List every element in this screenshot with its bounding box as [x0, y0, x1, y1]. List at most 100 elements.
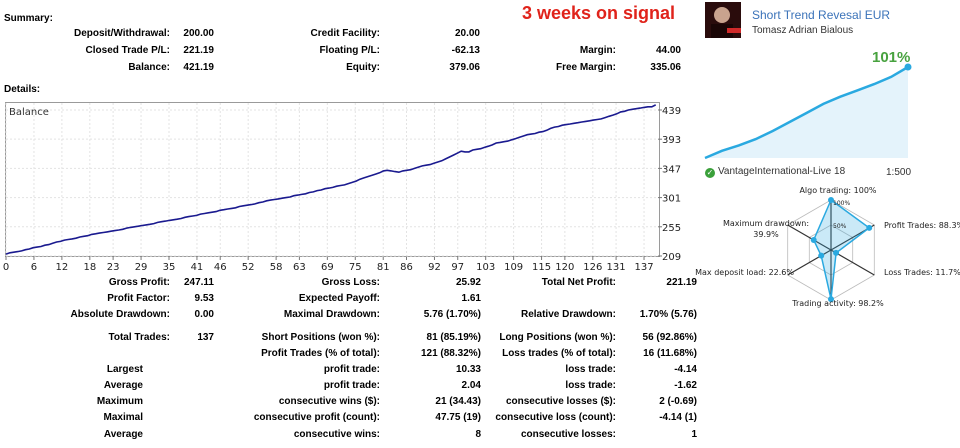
radar-point [828, 197, 834, 203]
x-tick-label: 75 [349, 262, 362, 272]
x-tick-label: 126 [583, 262, 602, 272]
largest-profit-value: 10.33 [455, 364, 481, 375]
broker-row: ✓ VantageInternational-Live 18 [705, 166, 845, 178]
average-consecutive-wins-value: 8 [475, 429, 481, 440]
x-tick-label: 109 [504, 262, 523, 272]
largest-label: Largest [106, 364, 143, 375]
maximal-drawdown-label: Maximal Drawdown: [283, 309, 380, 320]
maximal-consecutive-loss-label: consecutive loss (count): [495, 412, 616, 423]
radar-axis [830, 224, 875, 251]
relative-drawdown-value: 1.70% (5.76) [639, 309, 697, 320]
loss-trades-value: 16 (11.68%) [643, 348, 697, 359]
gross-loss-value: 25.92 [455, 277, 481, 288]
summary-heading: Summary: [4, 13, 53, 24]
max-consecutive-losses-value: 2 (-0.69) [659, 396, 697, 407]
free-margin-value: 335.06 [650, 62, 681, 73]
x-tick-label: 52 [242, 262, 255, 272]
radar-point [818, 252, 825, 259]
largest-loss-value: -4.14 [674, 364, 697, 375]
x-tick-label: 41 [191, 262, 204, 272]
x-tick-label: 131 [607, 262, 626, 272]
maximum-label: Maximum [96, 396, 143, 407]
gross-profit-value: 247.11 [183, 277, 214, 288]
maximal-drawdown-value: 5.76 (1.70%) [423, 309, 481, 320]
radar-point [828, 296, 834, 303]
credit-label: Credit Facility: [310, 28, 380, 39]
radar-point [833, 249, 840, 256]
relative-drawdown-label: Relative Drawdown: [520, 309, 616, 320]
x-tick-label: 0 [3, 262, 9, 272]
radar-axis-label: Max deposit load: 22.6% [695, 268, 794, 277]
total-trades-label: Total Trades: [108, 332, 171, 343]
y-tick-label: 393 [662, 135, 681, 146]
radar-axis-label: Trading activity: 98.2% [791, 299, 884, 308]
absolute-drawdown-value: 0.00 [194, 309, 214, 320]
profit-trades-label: Profit Trades (% of total): [261, 348, 380, 359]
leverage-value: 1:500 [886, 167, 912, 178]
expected-payoff-value: 1.61 [461, 293, 481, 304]
x-tick-label: 86 [400, 262, 413, 272]
maximal-consecutive-profit-label: consecutive profit (count): [253, 412, 380, 423]
x-tick-label: 35 [163, 262, 176, 272]
growth-percent: 101% [872, 49, 911, 66]
profit-factor-label: Profit Factor: [107, 293, 170, 304]
loss-trades-label: Loss trades (% of total): [502, 348, 616, 359]
radar-data-area [812, 198, 871, 300]
average-loss-label: loss trade: [565, 380, 616, 391]
max-consecutive-losses-label: consecutive losses ($): [505, 396, 616, 407]
average-label-2: Average [103, 429, 143, 440]
x-tick-label: 58 [270, 262, 283, 272]
profit-factor-value: 9.53 [194, 293, 214, 304]
x-tick-label: 69 [321, 262, 334, 272]
radar-grid-ring [787, 199, 875, 301]
total-net-profit-value: 221.19 [666, 277, 697, 288]
radar-axis [787, 224, 832, 251]
margin-label: Margin: [579, 45, 616, 56]
max-consecutive-wins-label: consecutive wins ($): [278, 396, 380, 407]
x-tick-label: 29 [135, 262, 148, 272]
long-positions-value: 56 (92.86%) [642, 332, 697, 343]
signal-name-link[interactable]: Short Trend Revesal EUR [752, 8, 891, 22]
absolute-drawdown-label: Absolute Drawdown: [70, 309, 170, 320]
author-name[interactable]: Tomasz Adrian Bialous [752, 25, 854, 36]
radar-point [866, 224, 873, 231]
growth-line [704, 65, 909, 160]
floating-pl-label: Floating P/L: [319, 45, 380, 56]
chart-title: Balance [9, 107, 49, 118]
closed-pl-label: Closed Trade P/L: [85, 45, 170, 56]
x-tick-label: 6 [31, 262, 37, 272]
largest-profit-label: profit trade: [323, 364, 380, 375]
total-trades-value: 137 [197, 332, 214, 343]
balance-chart: 0 6 12 18 23 29 35 41 46 52 58 63 69 75 81 86 92 97 103 109… [3, 103, 681, 272]
details-heading: Details: [4, 84, 41, 95]
radar-axis-label: Algo trading: 100% [799, 186, 876, 195]
x-tick-label: 115 [532, 262, 551, 272]
average-profit-value: 2.04 [461, 380, 481, 391]
x-tick-label: 97 [451, 262, 464, 272]
author-avatar[interactable] [705, 2, 741, 38]
radar-50-label: 50% [833, 223, 847, 230]
balance-series-line [5, 104, 657, 255]
margin-value: 44.00 [655, 45, 681, 56]
credit-value: 20.00 [454, 28, 480, 39]
total-net-profit-label: Total Net Profit: [541, 277, 616, 288]
equity-label: Equity: [346, 62, 380, 73]
x-tick-label: 23 [107, 262, 120, 272]
average-consecutive-wins-label: consecutive wins: [293, 429, 380, 440]
expected-payoff-label: Expected Payoff: [298, 293, 380, 304]
deposit-label: Deposit/Withdrawal: [73, 28, 170, 39]
maximal-consecutive-profit-value: 47.75 (19) [435, 412, 481, 423]
balance-value: 421.19 [183, 62, 214, 73]
short-positions-label: Short Positions (won %): [261, 332, 380, 343]
maximal-consecutive-loss-value: -4.14 (1) [659, 412, 697, 423]
x-tick-label: 63 [293, 262, 306, 272]
check-icon: ✓ [705, 168, 715, 178]
radar-axis [830, 249, 875, 276]
radar-axis-label: Profit Trades: 88.3% [884, 221, 960, 230]
y-tick-label: 439 [662, 106, 681, 117]
average-consecutive-losses-label: consecutive losses: [520, 429, 616, 440]
balance-label: Balance: [128, 62, 170, 73]
y-tick-label: 301 [662, 194, 681, 205]
x-tick-label: 81 [377, 262, 390, 272]
y-tick-label: 209 [662, 252, 681, 263]
